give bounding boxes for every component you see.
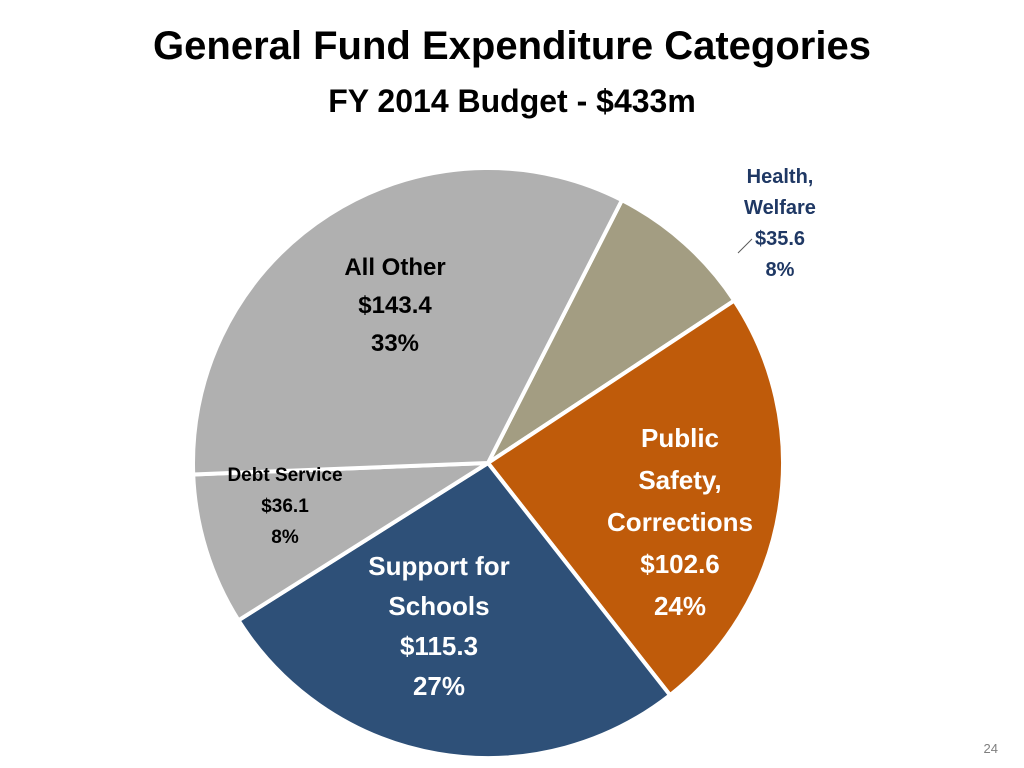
pie-labels: Health, Welfare $35.6 8% Public Safety, Correc… — [227, 166, 816, 701]
slice-label-line: Health, — [747, 166, 814, 188]
slice-label-line: Debt Service — [227, 465, 342, 486]
slice-label-line: $115.3 — [400, 631, 478, 661]
pie-slices — [191, 166, 785, 760]
slice-label-line: $143.4 — [358, 292, 432, 319]
slice-label-line: Corrections — [607, 507, 753, 537]
pie-slice-public-safety-corrections — [486, 298, 785, 698]
chart-subtitle: FY 2014 Budget - $433m — [328, 83, 696, 119]
slice-label-public-safety-corrections: Public Safety, Corrections $102.6 24% — [607, 423, 753, 621]
slice-label-line: 8% — [271, 527, 299, 548]
slice-label-line: $102.6 — [640, 549, 720, 579]
chart-title: General Fund Expenditure Categories — [153, 24, 871, 68]
slice-label-line: Public — [641, 423, 719, 453]
slice-label-all-other: All Other $143.4 33% — [344, 254, 445, 357]
slice-label-line: $35.6 — [755, 228, 805, 250]
slice-label-line: Support for — [368, 551, 510, 581]
slice-label-line: 33% — [371, 330, 419, 357]
slice-label-line: Schools — [388, 591, 489, 621]
pie-slice-support-for-schools — [236, 461, 673, 760]
slice-label-line: $36.1 — [261, 496, 309, 517]
slice-label-line: 8% — [766, 259, 795, 281]
slice-label-line: 27% — [413, 671, 465, 701]
slice-label-health-welfare: Health, Welfare $35.6 8% — [744, 166, 816, 281]
pie-slice-debt-service — [191, 461, 490, 623]
slice-label-debt-service: Debt Service $36.1 8% — [227, 465, 342, 548]
slice-label-line: All Other — [344, 254, 445, 281]
page-number: 24 — [983, 741, 998, 756]
pie-slice-health-welfare — [486, 198, 737, 465]
leader-line-health-welfare — [737, 238, 753, 254]
slice-label-support-for-schools: Support for Schools $115.3 27% — [368, 551, 510, 701]
pie-slice-all-other — [191, 166, 624, 477]
slice-label-line: 24% — [654, 591, 706, 621]
slice-label-line: Welfare — [744, 197, 816, 219]
slice-label-line: Safety, — [638, 465, 721, 495]
